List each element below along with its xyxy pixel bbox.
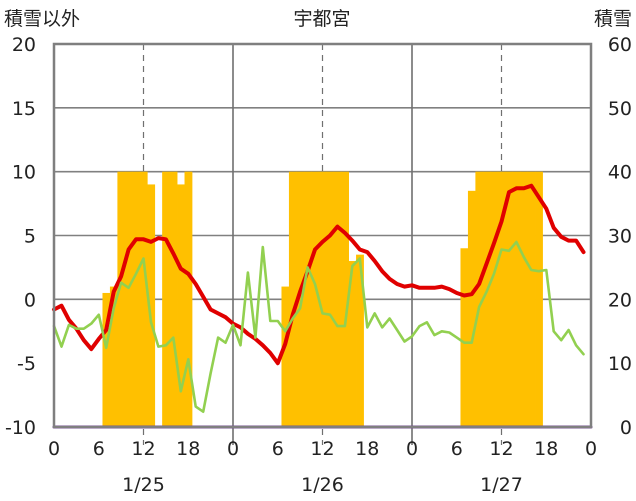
temperature-line bbox=[52, 183, 586, 366]
snow-depth-bar bbox=[162, 171, 171, 427]
y-left-tick-label: 5 bbox=[24, 226, 36, 248]
y-left-tick-label: 10 bbox=[12, 162, 36, 184]
snow-depth-bar bbox=[512, 171, 521, 427]
snow-depth-bar bbox=[311, 171, 320, 427]
x-tick-label: 18 bbox=[176, 438, 200, 460]
x-tick-label: 6 bbox=[451, 438, 463, 460]
y-left-tick-label: 0 bbox=[24, 289, 36, 311]
snow-depth-bar bbox=[326, 171, 335, 427]
snow-depth-bar bbox=[117, 171, 126, 427]
snow-depth-bar bbox=[288, 171, 297, 427]
snow-depth-bar bbox=[177, 184, 185, 427]
snow-depth-bar bbox=[184, 171, 193, 427]
x-tick-label: 12 bbox=[310, 438, 334, 460]
x-tick-label: 18 bbox=[534, 438, 558, 460]
snow-depth-bar bbox=[303, 171, 312, 427]
x-tick-label: 18 bbox=[355, 438, 379, 460]
chart-title: 宇都宮 bbox=[293, 8, 351, 30]
snow-depth-bar bbox=[520, 171, 529, 427]
snow-depth-bar bbox=[527, 171, 536, 427]
snow-depth-bar bbox=[348, 261, 357, 427]
snow-depth-bar bbox=[169, 171, 178, 427]
snow-depth-bar bbox=[102, 292, 111, 427]
snow-depth-bar bbox=[147, 184, 156, 427]
snow-depth-bar bbox=[467, 190, 476, 427]
snow-depth-bar bbox=[139, 171, 148, 427]
snow-depth-bar bbox=[356, 254, 364, 427]
snow-depth-bar bbox=[109, 286, 118, 427]
plot-frame bbox=[52, 42, 593, 429]
snow-depth-bar bbox=[497, 171, 506, 427]
snow-depth-bar bbox=[482, 171, 491, 427]
y-right-tick-label: 30 bbox=[608, 226, 632, 248]
left-axis-title: 積雪以外 bbox=[4, 8, 81, 30]
y-left-tick-label: 15 bbox=[12, 98, 36, 120]
y-right-tick-label: 0 bbox=[620, 417, 632, 439]
date-label: 1/26 bbox=[301, 474, 344, 496]
y-right-tick-label: 20 bbox=[608, 289, 632, 311]
snow-depth-bar bbox=[490, 171, 499, 427]
snow-depth-bar bbox=[535, 171, 543, 427]
green-series-line bbox=[52, 240, 585, 414]
y-right-tick-label: 40 bbox=[608, 162, 632, 184]
snow-depth-bar bbox=[460, 248, 469, 427]
y-right-tick-label: 60 bbox=[608, 34, 632, 56]
x-tick-label: 12 bbox=[131, 438, 155, 460]
x-tick-label: 0 bbox=[48, 438, 60, 460]
snow-depth-bar bbox=[296, 171, 305, 427]
snow-depth-bar bbox=[132, 171, 141, 427]
snow-depth-bar bbox=[318, 171, 327, 427]
snow-depth-bar bbox=[281, 286, 290, 427]
snow-depth-bar bbox=[505, 171, 514, 427]
right-axis-title: 積雪 bbox=[593, 8, 632, 30]
y-right-tick-label: 50 bbox=[608, 98, 632, 120]
x-tick-label: 6 bbox=[272, 438, 284, 460]
snow-depth-bar bbox=[124, 171, 133, 427]
x-tick-label: 12 bbox=[489, 438, 513, 460]
y-right-tick-label: 10 bbox=[608, 353, 632, 375]
y-left-tick-label: -5 bbox=[17, 353, 36, 375]
snow-depth-bar bbox=[341, 171, 350, 427]
x-tick-label: 6 bbox=[93, 438, 105, 460]
y-left-tick-label: -10 bbox=[5, 417, 36, 439]
snow-depth-bar bbox=[475, 171, 484, 427]
snow-depth-bar bbox=[333, 171, 342, 427]
date-label: 1/27 bbox=[480, 474, 523, 496]
y-left-tick-label: 20 bbox=[12, 34, 36, 56]
x-tick-label: 0 bbox=[585, 438, 597, 460]
x-tick-label: 0 bbox=[227, 438, 239, 460]
x-tick-label: 0 bbox=[406, 438, 418, 460]
date-label: 1/25 bbox=[122, 474, 165, 496]
snow-depth-bars bbox=[102, 171, 543, 427]
